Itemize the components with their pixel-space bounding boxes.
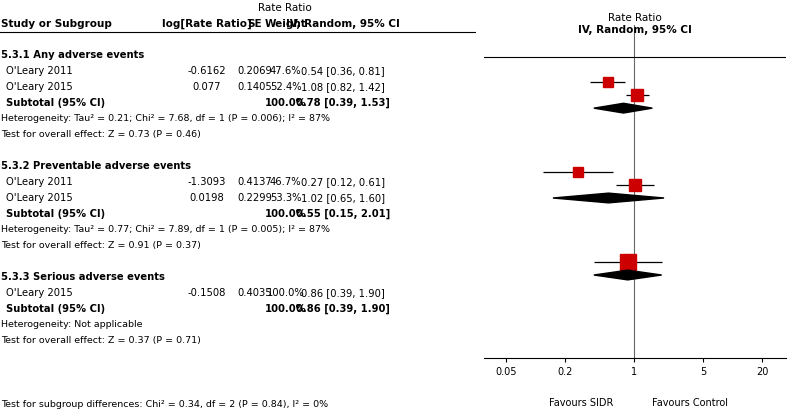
Text: O'Leary 2015: O'Leary 2015: [6, 82, 73, 92]
Text: 100.0%: 100.0%: [265, 209, 306, 219]
Polygon shape: [553, 193, 664, 203]
Text: 100.0%: 100.0%: [265, 98, 306, 108]
Text: 5.3.1 Any adverse events: 5.3.1 Any adverse events: [1, 50, 144, 61]
Text: O'Leary 2015: O'Leary 2015: [6, 288, 73, 298]
Text: 0.077: 0.077: [193, 82, 222, 92]
Text: 0.4137: 0.4137: [238, 177, 272, 187]
Text: Test for overall effect: Z = 0.73 (P = 0.46): Test for overall effect: Z = 0.73 (P = 0…: [1, 130, 201, 139]
Text: IV, Random, 95% CI: IV, Random, 95% CI: [578, 25, 692, 35]
Text: IV, Random, 95% CI: IV, Random, 95% CI: [286, 19, 400, 29]
Text: O'Leary 2011: O'Leary 2011: [6, 66, 73, 76]
Text: 100.0%: 100.0%: [265, 304, 306, 314]
Text: 0.54 [0.36, 0.81]: 0.54 [0.36, 0.81]: [301, 66, 385, 76]
Text: 0.2069: 0.2069: [238, 66, 272, 76]
Text: Rate Ratio: Rate Ratio: [258, 3, 311, 13]
Text: Favours Control: Favours Control: [652, 398, 728, 408]
Text: Study or Subgroup: Study or Subgroup: [1, 19, 112, 29]
Text: Subtotal (95% CI): Subtotal (95% CI): [6, 304, 105, 314]
Text: -1.3093: -1.3093: [188, 177, 226, 187]
Text: 0.86 [0.39, 1.90]: 0.86 [0.39, 1.90]: [301, 288, 385, 298]
Polygon shape: [594, 103, 652, 113]
Text: -0.1508: -0.1508: [188, 288, 226, 298]
Text: 5.3.3 Serious adverse events: 5.3.3 Serious adverse events: [1, 272, 165, 282]
Text: O'Leary 2015: O'Leary 2015: [6, 193, 73, 203]
Text: Subtotal (95% CI): Subtotal (95% CI): [6, 209, 105, 219]
Text: log[Rate Ratio]: log[Rate Ratio]: [162, 19, 252, 29]
Text: 1.02 [0.65, 1.60]: 1.02 [0.65, 1.60]: [301, 193, 385, 203]
Text: 47.6%: 47.6%: [270, 66, 302, 76]
Text: Heterogeneity: Not applicable: Heterogeneity: Not applicable: [1, 321, 142, 329]
Text: 0.4035: 0.4035: [238, 288, 272, 298]
Text: 0.2299: 0.2299: [237, 193, 272, 203]
Text: 0.1405: 0.1405: [238, 82, 272, 92]
Text: Rate Ratio: Rate Ratio: [608, 13, 662, 23]
Text: Subtotal (95% CI): Subtotal (95% CI): [6, 98, 105, 108]
Text: Heterogeneity: Tau² = 0.21; Chi² = 7.68, df = 1 (P = 0.006); I² = 87%: Heterogeneity: Tau² = 0.21; Chi² = 7.68,…: [1, 115, 330, 123]
Text: 0.55 [0.15, 2.01]: 0.55 [0.15, 2.01]: [295, 209, 390, 219]
Text: 1.08 [0.82, 1.42]: 1.08 [0.82, 1.42]: [301, 82, 385, 92]
Text: 0.78 [0.39, 1.53]: 0.78 [0.39, 1.53]: [296, 98, 390, 108]
Text: Test for subgroup differences: Chi² = 0.34, df = 2 (P = 0.84), I² = 0%: Test for subgroup differences: Chi² = 0.…: [1, 400, 328, 409]
Text: SE: SE: [247, 19, 262, 29]
Text: 0.0198: 0.0198: [190, 193, 225, 203]
Text: -0.6162: -0.6162: [188, 66, 226, 76]
Text: Weight: Weight: [265, 19, 306, 29]
Text: O'Leary 2011: O'Leary 2011: [6, 177, 73, 187]
Text: 52.4%: 52.4%: [270, 82, 302, 92]
Text: 0.27 [0.12, 0.61]: 0.27 [0.12, 0.61]: [301, 177, 385, 187]
Text: 0.86 [0.39, 1.90]: 0.86 [0.39, 1.90]: [296, 304, 390, 314]
Text: 5.3.2 Preventable adverse events: 5.3.2 Preventable adverse events: [1, 162, 191, 171]
Text: 100.0%: 100.0%: [266, 288, 305, 298]
Text: Favours SIDR: Favours SIDR: [549, 398, 613, 408]
Text: Test for overall effect: Z = 0.91 (P = 0.37): Test for overall effect: Z = 0.91 (P = 0…: [1, 241, 201, 250]
Text: Test for overall effect: Z = 0.37 (P = 0.71): Test for overall effect: Z = 0.37 (P = 0…: [1, 336, 201, 345]
Text: 53.3%: 53.3%: [270, 193, 302, 203]
Text: Heterogeneity: Tau² = 0.77; Chi² = 7.89, df = 1 (P = 0.005); I² = 87%: Heterogeneity: Tau² = 0.77; Chi² = 7.89,…: [1, 225, 330, 234]
Polygon shape: [594, 270, 662, 280]
Text: 46.7%: 46.7%: [270, 177, 302, 187]
